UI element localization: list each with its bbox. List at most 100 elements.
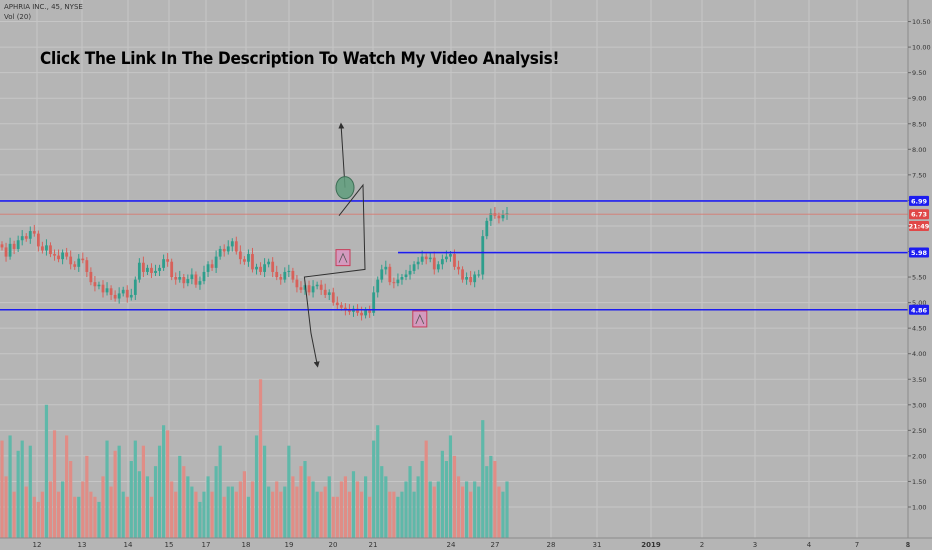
volume-bar xyxy=(303,461,307,538)
time-tick-label: 18 xyxy=(242,541,251,549)
volume-legend[interactable]: Vol (20) xyxy=(4,13,32,21)
candle-body xyxy=(457,266,460,270)
candle-body xyxy=(481,236,485,275)
volume-bar xyxy=(8,435,12,538)
candle-body xyxy=(400,277,404,280)
candle-body xyxy=(234,241,238,252)
candle-body xyxy=(202,271,206,282)
time-axis[interactable]: 12 13 14 15 17 18 19 20 21 24 27 28 31 2019 2 3 4 7 81 xyxy=(0,537,932,550)
candle-body xyxy=(420,256,424,262)
zone-wave xyxy=(415,313,425,325)
volume-bar xyxy=(315,491,319,538)
volume-bar xyxy=(145,476,150,538)
candle-body xyxy=(465,277,468,280)
volume-bar xyxy=(355,481,360,538)
candle-body xyxy=(477,274,481,276)
volume-bar xyxy=(364,476,368,538)
volume-bar xyxy=(97,501,101,538)
horizontal-levels[interactable] xyxy=(0,200,908,311)
volume-bar xyxy=(343,476,347,538)
volume-bar xyxy=(166,430,170,538)
candle-body xyxy=(469,277,473,283)
candle-body xyxy=(388,266,392,283)
time-tick-label: 20 xyxy=(329,541,338,549)
volume-bar xyxy=(0,440,4,538)
candle-body xyxy=(259,266,262,272)
candle-body xyxy=(360,312,363,316)
time-tick-label: 2019 xyxy=(641,541,661,549)
volume-bar xyxy=(52,430,57,538)
volume-bar xyxy=(372,440,376,538)
volume-bar xyxy=(258,379,263,538)
candle-body xyxy=(251,254,254,270)
candle-body xyxy=(428,257,432,260)
price-badge xyxy=(909,220,929,231)
candle-body xyxy=(154,270,157,273)
candle-body xyxy=(150,267,153,273)
price-tick-label: 4.00 xyxy=(912,350,926,358)
price-badge xyxy=(909,209,929,220)
candle-body xyxy=(247,254,250,262)
volume-bar xyxy=(206,476,210,538)
volume-bar xyxy=(420,461,424,538)
price-tick-label: 2.00 xyxy=(912,452,926,460)
candle-body xyxy=(49,245,52,255)
volume-bar xyxy=(85,455,89,538)
volume-bar xyxy=(162,425,166,538)
candle-body xyxy=(319,284,323,290)
volume-bar xyxy=(182,466,186,538)
time-tick-label: 14 xyxy=(124,541,133,549)
volume-bar xyxy=(226,486,230,538)
volume-bar xyxy=(141,445,145,538)
volume-bar xyxy=(4,476,8,538)
candle-body xyxy=(61,252,64,260)
volume-bar xyxy=(69,461,73,538)
candle-body xyxy=(255,266,258,270)
price-tick-label: 9.00 xyxy=(912,95,926,103)
candle-body xyxy=(45,245,48,251)
time-tick-label: 2 xyxy=(700,541,704,549)
volume-bar xyxy=(339,481,343,538)
candle-body xyxy=(89,271,93,283)
volume-bar xyxy=(368,496,372,538)
volume-bar xyxy=(36,501,40,538)
volume-bar xyxy=(73,496,77,538)
volume-bar xyxy=(477,486,481,538)
volume-bar xyxy=(331,496,335,538)
candle-body xyxy=(206,264,210,272)
price-axis[interactable]: 1.00 1.50 2.00 2.50 3.00 3.50 4.00 4.50 5.00 5.50… xyxy=(907,0,931,538)
time-tick-label: 17 xyxy=(202,541,211,549)
candle-body xyxy=(331,292,335,303)
price-badge-label: 6.99 xyxy=(911,197,928,205)
volume-bar xyxy=(109,486,113,538)
candle-body xyxy=(0,244,4,248)
volume-bar xyxy=(359,491,364,538)
price-tick-label: 10.00 xyxy=(912,44,931,52)
candle-body xyxy=(404,274,408,278)
volume-bar xyxy=(384,476,388,538)
candle-body xyxy=(97,284,101,287)
candle-body xyxy=(376,279,380,293)
candle-body xyxy=(65,252,69,257)
price-tick-label: 3.00 xyxy=(912,401,926,409)
volume-bar xyxy=(380,466,384,538)
volume-bar xyxy=(295,486,299,538)
candle-body xyxy=(20,236,24,241)
candle-body xyxy=(287,270,291,272)
bearish-projection-arrow xyxy=(303,183,366,368)
candle-body xyxy=(501,214,505,219)
volume-bar xyxy=(93,496,97,538)
symbol-legend[interactable]: APHRIA INC., 45, NYSE xyxy=(4,3,83,11)
candle-body xyxy=(396,279,400,284)
candle-body xyxy=(303,285,307,290)
candle-body xyxy=(8,243,12,257)
volume-bar xyxy=(291,476,295,538)
candle-body xyxy=(194,274,198,285)
volume-bar xyxy=(436,481,440,538)
volume-bar xyxy=(65,435,69,538)
projection-drawings[interactable] xyxy=(303,122,428,368)
candle-body xyxy=(117,293,121,299)
volume-bar xyxy=(396,496,400,538)
